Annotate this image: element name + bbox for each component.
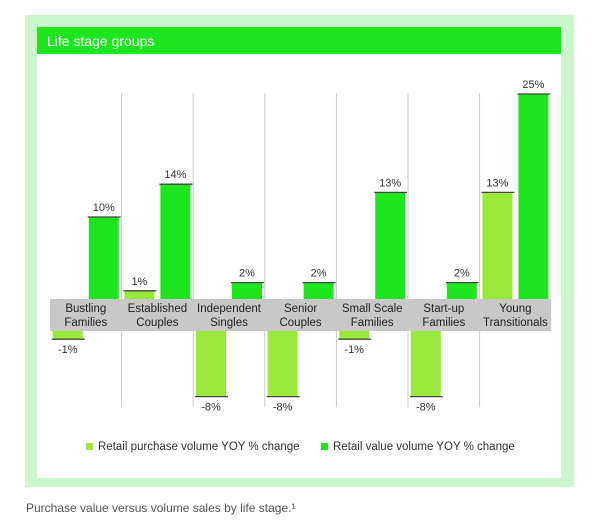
bar-value [303, 282, 334, 299]
category-label: Families [64, 317, 107, 329]
category-label: Transitionals [483, 317, 548, 329]
category-label: Small Scale [342, 303, 403, 315]
bar-purchase [339, 331, 370, 340]
legend-swatch-purchase [86, 443, 93, 450]
data-label: 1% [131, 276, 147, 288]
chart-area [37, 27, 561, 478]
data-label: 2% [454, 268, 470, 280]
legend-label-purchase: Retail purchase volume YOY % change [98, 441, 300, 453]
figure-caption: Purchase value versus volume sales by li… [26, 501, 296, 515]
data-label: -1% [344, 344, 364, 356]
data-label: 13% [379, 177, 401, 189]
data-label: -8% [416, 402, 436, 414]
chart-title: Life stage groups [47, 33, 155, 49]
category-label: Singles [210, 317, 248, 329]
data-label: -8% [273, 402, 293, 414]
bar-value [88, 217, 119, 299]
data-label: -8% [201, 402, 221, 414]
bar-value [518, 94, 549, 299]
bar-purchase [267, 331, 298, 397]
category-label: Senior [284, 303, 317, 315]
bar-value [160, 184, 191, 299]
data-label: 10% [93, 202, 115, 214]
data-label: 25% [522, 79, 544, 91]
bar-value [375, 192, 406, 299]
legend-label-value: Retail value volume YOY % change [333, 441, 515, 453]
category-label: Couples [279, 317, 321, 329]
bar-value [232, 282, 262, 299]
data-label: -1% [58, 344, 78, 356]
chart-header-bar [37, 27, 561, 54]
bar-purchase [410, 331, 441, 397]
category-label: Families [351, 317, 394, 329]
bar-value [446, 282, 477, 299]
category-label: Young [499, 303, 531, 315]
bar-purchase [482, 192, 513, 299]
legend-swatch-value [321, 443, 328, 450]
category-label: Bustling [65, 303, 106, 315]
data-label: 13% [486, 177, 508, 189]
data-label: 2% [239, 268, 255, 280]
data-label: 14% [164, 169, 186, 181]
category-label: Families [422, 317, 465, 329]
category-label: Established [128, 303, 187, 315]
category-label: Couples [136, 317, 178, 329]
category-band [50, 299, 552, 331]
data-label: 2% [311, 268, 327, 280]
category-label: Independent [197, 303, 262, 315]
bar-purchase [196, 331, 226, 397]
bar-purchase [52, 331, 83, 340]
category-label: Start-up [423, 303, 464, 315]
bar-purchase [124, 290, 155, 299]
